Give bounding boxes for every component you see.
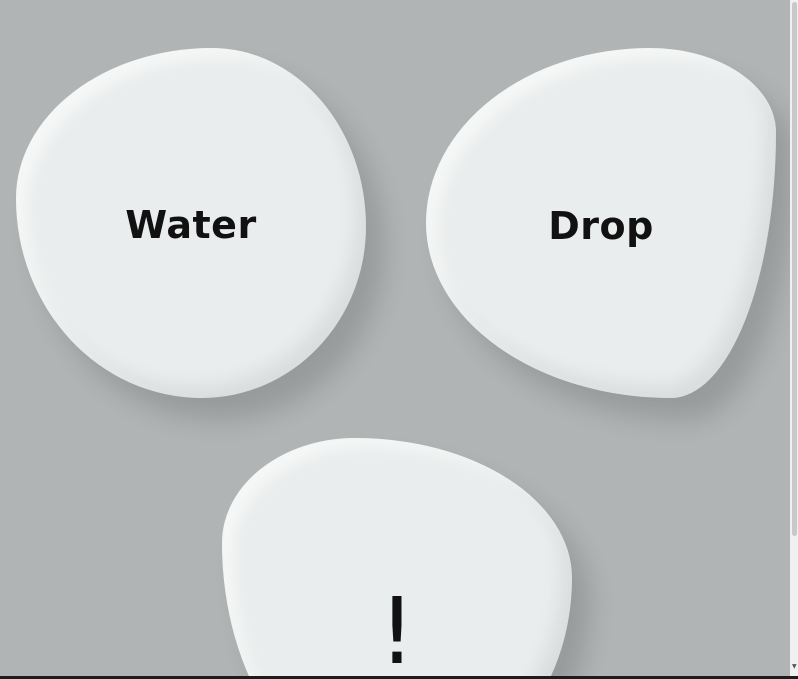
window-bottom-border [0,676,798,679]
scrollbar-thumb[interactable] [792,2,797,536]
water-label: Water [125,203,257,247]
water-drop-card: Water [16,48,366,398]
chevron-down-icon[interactable]: ▼ [792,663,797,670]
exclamation-drop-card: ! [222,438,572,676]
drop-card: Drop [426,48,776,398]
drop-label: Drop [548,204,654,248]
exclamation-label: ! [378,577,416,677]
